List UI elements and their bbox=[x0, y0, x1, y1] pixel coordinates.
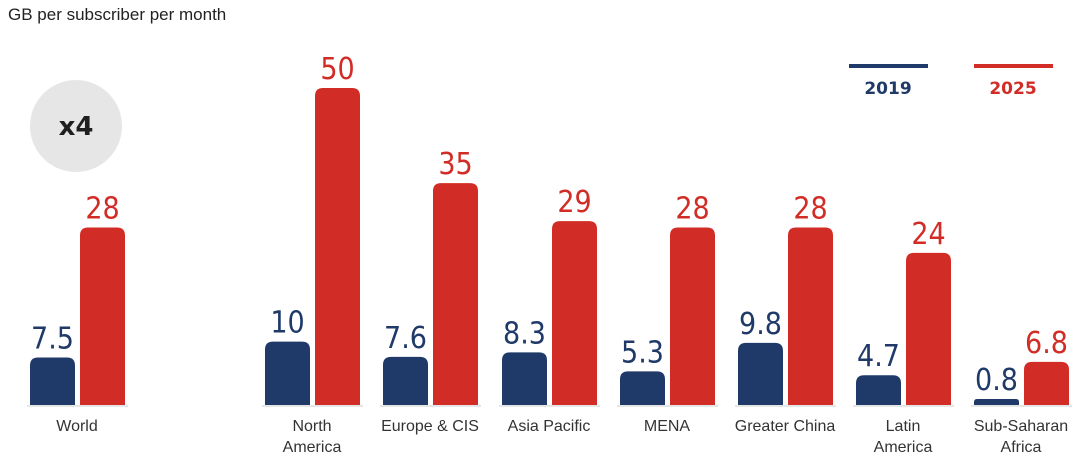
bar-2025-europe-cis bbox=[433, 183, 478, 405]
category-label-sub-saharan-africa-line-2: Africa bbox=[1001, 439, 1042, 456]
bar-2025-world bbox=[80, 227, 125, 405]
value-label-2025-asia-pacific: 29 bbox=[557, 185, 591, 220]
value-label-2025-world: 28 bbox=[85, 191, 119, 226]
bar-2019-north-america bbox=[265, 341, 310, 405]
category-label-asia-pacific: Asia Pacific bbox=[508, 418, 591, 435]
bar-2019-europe-cis bbox=[383, 356, 428, 405]
category-label-latin-america-line-1: Latin bbox=[886, 418, 921, 435]
value-label-2019-latin-america: 4.7 bbox=[857, 339, 900, 374]
bar-2019-world bbox=[30, 357, 75, 405]
legend: 2019 2025 bbox=[849, 64, 1053, 99]
value-label-2025-europe-cis: 35 bbox=[438, 147, 472, 182]
bar-2025-asia-pacific bbox=[552, 221, 597, 405]
value-label-2019-world: 7.5 bbox=[31, 321, 74, 356]
value-labels-group: 7.5 28 10 50 7.6 35 8.3 29 5.3 28 9.8 28 4.7 24 0.86.8 bbox=[31, 52, 1068, 398]
category-label-north-america-line-2: America bbox=[283, 439, 342, 456]
bar-2019-mena bbox=[620, 371, 665, 405]
category-label-latin-america-line-2: America bbox=[874, 439, 933, 456]
category-label-sub-saharan-africa-line-1: Sub-Saharan bbox=[974, 418, 1068, 435]
bar-2019-greater-china bbox=[738, 342, 783, 405]
value-label-2019-greater-china: 9.8 bbox=[739, 307, 782, 342]
bar-2025-mena bbox=[670, 227, 715, 405]
value-label-2025-north-america: 50 bbox=[320, 52, 354, 87]
bar-2025-north-america bbox=[315, 88, 360, 405]
category-label-north-america-line-1: North bbox=[292, 418, 331, 435]
category-labels-group: World North America Europe & CIS Asia Pacifi… bbox=[56, 418, 1068, 456]
legend-label-2019: 2019 bbox=[864, 79, 911, 99]
legend-label-2025: 2025 bbox=[989, 79, 1036, 99]
bar-2019-latin-america bbox=[856, 375, 901, 405]
category-label-mena: MENA bbox=[644, 418, 691, 435]
value-label-2019-mena: 5.3 bbox=[621, 335, 664, 370]
category-label-europe-cis: Europe & CIS bbox=[381, 418, 479, 435]
value-label-2025-latin-america: 24 bbox=[911, 217, 945, 252]
bar-2019-asia-pacific bbox=[502, 352, 547, 405]
y-axis-label: GB per subscriber per month bbox=[8, 5, 226, 24]
category-label-world: World bbox=[56, 418, 98, 435]
bar-2025-sub-saharan-africa bbox=[1024, 361, 1069, 405]
growth-badge-circle bbox=[30, 80, 122, 172]
growth-badge-text: x4 bbox=[59, 112, 94, 142]
growth-badge: x4 bbox=[30, 80, 122, 172]
bars-group bbox=[30, 88, 1069, 405]
value-label-2025-greater-china: 28 bbox=[793, 191, 827, 226]
value-label-2019-europe-cis: 7.6 bbox=[384, 321, 427, 356]
value-label-2025-mena: 28 bbox=[675, 191, 709, 226]
value-label-2019-sub-saharan-africa: 0.8 bbox=[975, 363, 1018, 398]
value-label-2025-sub-saharan-africa: 6.8 bbox=[1025, 326, 1068, 361]
legend-swatch-2025 bbox=[974, 64, 1053, 68]
bar-2025-greater-china bbox=[788, 227, 833, 405]
bar-2025-latin-america bbox=[906, 252, 951, 405]
value-label-2019-asia-pacific: 8.3 bbox=[503, 316, 546, 351]
bar-2019-sub-saharan-africa bbox=[974, 399, 1019, 405]
legend-swatch-2019 bbox=[849, 64, 928, 68]
category-label-greater-china: Greater China bbox=[735, 418, 836, 435]
value-label-2019-north-america: 10 bbox=[270, 306, 304, 341]
